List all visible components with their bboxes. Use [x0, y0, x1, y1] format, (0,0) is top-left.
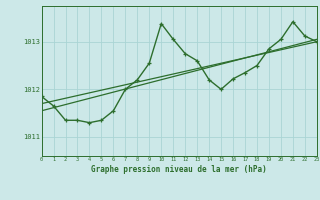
- X-axis label: Graphe pression niveau de la mer (hPa): Graphe pression niveau de la mer (hPa): [91, 165, 267, 174]
